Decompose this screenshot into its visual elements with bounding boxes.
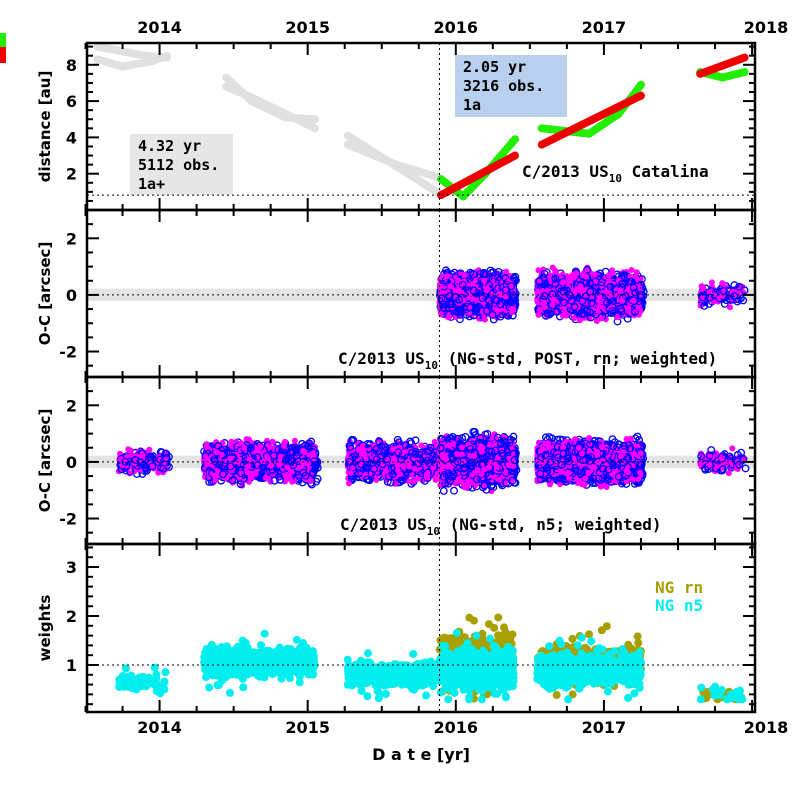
oc-point-filled: [453, 288, 459, 294]
y-tick-label: 6: [66, 92, 77, 111]
oc-point-filled: [609, 270, 615, 276]
distance-point: [311, 124, 319, 132]
oc-point-filled: [462, 272, 468, 278]
distance-point: [311, 115, 319, 123]
info-box-line: 4.32 yr: [138, 137, 201, 155]
oc-point-filled: [496, 291, 502, 297]
distance-point: [163, 52, 171, 60]
oc-point-filled: [455, 277, 461, 283]
oc-point-filled: [509, 306, 515, 312]
info-box-line: 3216 obs.: [463, 77, 544, 95]
distance-point: [511, 152, 519, 160]
oc-point-filled: [444, 273, 450, 279]
distance-point: [637, 92, 645, 100]
distance-point: [637, 81, 645, 89]
distance-point: [741, 54, 749, 62]
distance-point: [741, 68, 749, 76]
y-axis-label: distance [au]: [36, 71, 54, 183]
oc-point-filled: [482, 317, 488, 323]
y-tick-label: 4: [66, 128, 77, 147]
oc-point-filled: [535, 312, 541, 318]
oc-point-filled: [481, 278, 487, 284]
info-box-line: 1a+: [138, 175, 165, 193]
oc-point-filled: [540, 266, 546, 272]
panel-title: C/2013 US10 Catalina: [522, 162, 709, 185]
info-box-line: 2.05 yr: [463, 58, 526, 76]
legend-swatch-red: [0, 47, 6, 63]
info-box-line: 5112 obs.: [138, 156, 219, 174]
y-tick-label: 8: [66, 56, 77, 75]
oc-point-filled: [562, 308, 568, 314]
oc-point-filled: [470, 296, 476, 302]
oc-point-filled: [447, 283, 453, 289]
y-tick-label: 2: [66, 165, 77, 184]
info-box-line: 1a: [463, 96, 481, 114]
oc-point-filled: [484, 286, 490, 292]
distance-point: [511, 135, 519, 143]
oc-point-filled: [503, 293, 509, 299]
oc-point-filled: [446, 314, 452, 320]
oc-point-filled: [629, 267, 635, 273]
oc-point-filled: [503, 269, 509, 275]
legend-swatch-green: [0, 33, 6, 47]
